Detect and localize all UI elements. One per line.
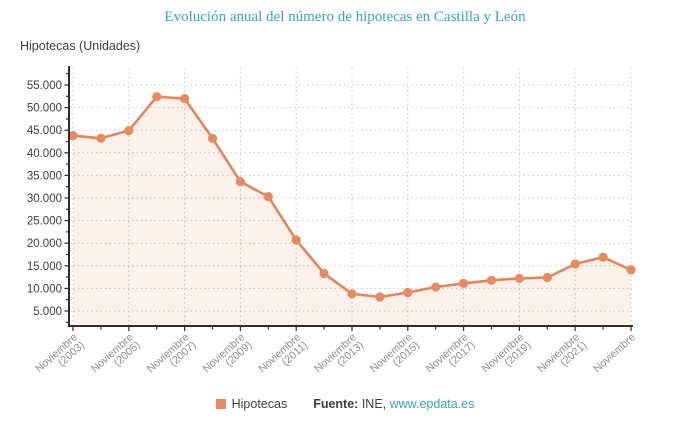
y-tick-label: 45.000	[27, 125, 62, 137]
data-point[interactable]	[263, 192, 273, 202]
data-point[interactable]	[207, 133, 218, 143]
data-point[interactable]	[542, 272, 552, 283]
source-label: Fuente:	[313, 397, 359, 411]
data-point[interactable]	[347, 289, 357, 299]
source-block: Fuente: INE, www.epdata.es	[313, 397, 474, 411]
data-point[interactable]	[319, 268, 329, 279]
x-tick-label: Noviembre(2011)	[256, 331, 310, 383]
y-tick-label: 40.000	[27, 148, 62, 160]
data-point[interactable]	[375, 292, 385, 302]
mortgage-evolution-chart: 5.000 10.000 15.000 20.000 25.000 30.000 35.00…	[27, 66, 638, 383]
data-point[interactable]	[486, 275, 497, 285]
data-point[interactable]	[96, 133, 106, 143]
y-tick-label: 15.000	[27, 261, 62, 273]
y-axis-unit-label: Hipotecas (Unidades)	[20, 39, 141, 53]
data-point[interactable]	[68, 131, 78, 141]
x-tick-label: Noviembre	[591, 331, 638, 375]
legend-item-hipotecas[interactable]: Hipotecas	[215, 397, 288, 411]
legend-label: Hipotecas	[231, 397, 288, 411]
data-point[interactable]	[291, 235, 301, 245]
x-tick-label: Noviembre(2019)	[480, 331, 534, 383]
data-point[interactable]	[180, 94, 190, 104]
y-tick-label: 25.000	[27, 216, 62, 228]
x-tick-label: Noviembre(2015)	[368, 331, 422, 383]
x-tick-label: Noviembre(2003)	[33, 331, 87, 383]
y-tick-label: 50.000	[27, 103, 62, 115]
legend-swatch-icon	[215, 399, 226, 409]
x-tick-label: Noviembre(2009)	[201, 331, 255, 383]
x-tick-label: Noviembre(2007)	[145, 331, 199, 383]
data-point[interactable]	[598, 252, 608, 262]
series-area-fill	[73, 96, 631, 326]
chart-title: Evolución anual del número de hipotecas …	[164, 9, 526, 25]
y-tick-label: 35.000	[27, 170, 62, 182]
y-tick-label: 55.000	[27, 80, 62, 92]
x-tick-label: Noviembre(2005)	[89, 331, 143, 383]
chart-footer: Hipotecas Fuente: INE, www.epdata.es	[0, 397, 690, 411]
y-tick-label: 5.000	[33, 306, 62, 318]
y-tick-label: 30.000	[27, 193, 62, 205]
data-point[interactable]	[124, 126, 134, 136]
data-point[interactable]	[152, 92, 162, 102]
x-tick-label: Noviembre(2013)	[312, 331, 366, 383]
x-tick-label: Noviembre(2017)	[424, 331, 478, 383]
source-text: INE,	[358, 397, 390, 411]
data-point[interactable]	[235, 177, 245, 187]
data-point[interactable]	[431, 282, 441, 292]
epdata-link[interactable]: www.epdata.es	[389, 397, 475, 411]
x-tick-label: Noviembre(2021)	[535, 331, 589, 383]
data-point[interactable]	[459, 278, 469, 288]
data-point[interactable]	[403, 287, 413, 298]
data-point[interactable]	[626, 265, 636, 275]
data-point[interactable]	[514, 273, 525, 283]
y-tick-label: 10.000	[27, 283, 62, 295]
data-point[interactable]	[570, 259, 580, 269]
y-tick-label: 20.000	[27, 238, 62, 250]
